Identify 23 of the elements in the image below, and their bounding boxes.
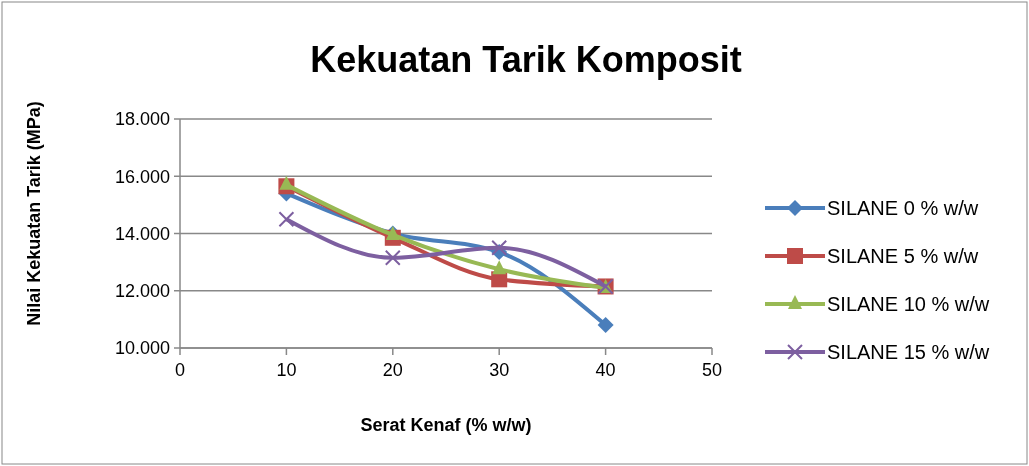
x-tick-label: 30	[489, 360, 510, 380]
legend-label: SILANE 0 % w/w	[827, 197, 979, 219]
y-tick-label: 10.000	[114, 338, 170, 359]
y-tick-label: 14.000	[114, 223, 170, 244]
legend-label: SILANE 10 % w/w	[827, 293, 990, 315]
y-tick-label: 12.000	[114, 281, 170, 302]
point	[597, 317, 614, 334]
y-tick-label: 18.000	[114, 109, 170, 130]
point	[384, 249, 401, 266]
x-tick-label: 40	[595, 360, 616, 380]
x-axis-title: Serat Kenaf (% w/w)	[360, 415, 532, 435]
x-tick-label: 0	[174, 360, 186, 380]
y-tick-label: 16.000	[114, 166, 170, 187]
x-tick-label: 10	[276, 360, 297, 380]
x-tick-label: 50	[701, 360, 723, 380]
point	[278, 211, 295, 228]
y-axis-title: Nilai Kekuatan Tarik (MPa)	[24, 101, 44, 326]
legend-label: SILANE 5 % w/w	[827, 245, 979, 267]
point	[491, 239, 508, 256]
point	[492, 260, 507, 275]
legend-label: SILANE 15 % w/w	[827, 341, 990, 363]
chart-title: Kekuatan Tarik Komposit	[310, 39, 742, 80]
x-tick-label: 20	[382, 360, 403, 380]
